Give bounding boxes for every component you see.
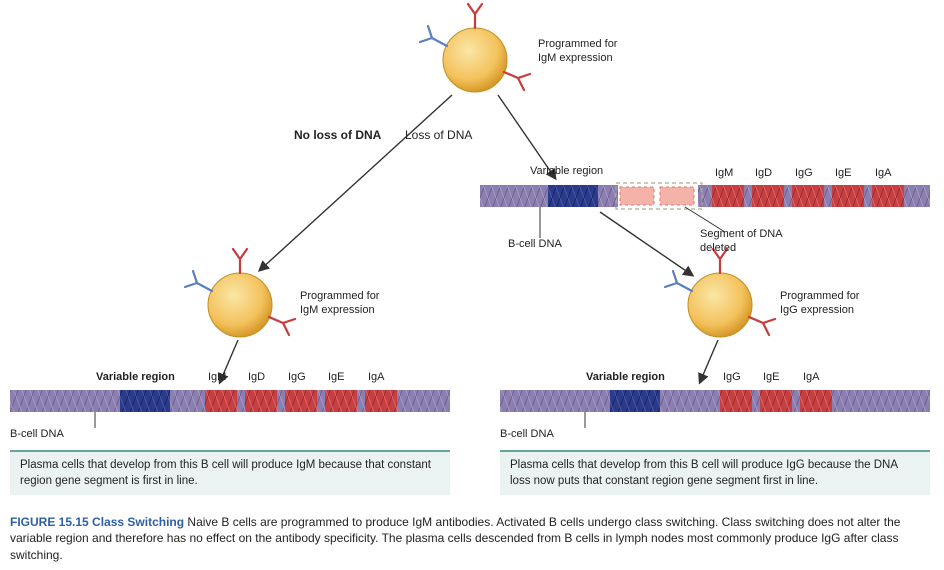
right-dna-bar xyxy=(500,390,930,412)
upper-ige-label: IgE xyxy=(835,167,852,181)
left-igm-label: IgM xyxy=(208,371,226,385)
top-bcell xyxy=(420,4,530,92)
arrow-no-loss xyxy=(260,95,452,270)
figure-caption: FIGURE 15.15 Class Switching Naive B cel… xyxy=(10,514,930,564)
right-cell-label: Programmed for IgG expression xyxy=(780,290,859,318)
segment-deleted-label: Segment of DNA deleted xyxy=(700,228,783,256)
left-dna-bar xyxy=(10,390,450,412)
upper-igd-label: IgD xyxy=(755,167,772,181)
left-variable-region-label: Variable region xyxy=(96,371,175,385)
top-cell-label: Programmed for IgM expression xyxy=(538,38,617,66)
arrow-to-igg-cell xyxy=(600,212,692,275)
right-iga-label: IgA xyxy=(803,371,820,385)
upper-variable-region-label: Variable region xyxy=(530,165,603,179)
right-bcell-dna-label: B-cell DNA xyxy=(500,428,554,442)
right-ige-label: IgE xyxy=(763,371,780,385)
right-bcell xyxy=(665,249,775,337)
left-igg-label: IgG xyxy=(288,371,306,385)
left-bcell-dna-label: B-cell DNA xyxy=(10,428,64,442)
left-caption-box: Plasma cells that develop from this B ce… xyxy=(10,450,450,495)
right-caption-box: Plasma cells that develop from this B ce… xyxy=(500,450,930,495)
left-ige-label: IgE xyxy=(328,371,345,385)
upper-bcell-dna-label: B-cell DNA xyxy=(508,238,562,252)
left-iga-label: IgA xyxy=(368,371,385,385)
upper-igm-label: IgM xyxy=(715,167,733,181)
upper-iga-label: IgA xyxy=(875,167,892,181)
figure-number: FIGURE 15.15 xyxy=(10,515,89,529)
arrow-right-to-dna xyxy=(700,340,718,382)
left-cell-label: Programmed for IgM expression xyxy=(300,290,379,318)
no-loss-label: No loss of DNA xyxy=(294,128,381,143)
right-igg-label: IgG xyxy=(723,371,741,385)
left-igd-label: IgD xyxy=(248,371,265,385)
loss-label: Loss of DNA xyxy=(405,128,472,143)
figure-title: Class Switching xyxy=(92,515,187,529)
left-bcell xyxy=(185,249,295,337)
upper-igg-label: IgG xyxy=(795,167,813,181)
right-variable-region-label: Variable region xyxy=(586,371,665,385)
upper-dna-bar xyxy=(480,183,930,209)
